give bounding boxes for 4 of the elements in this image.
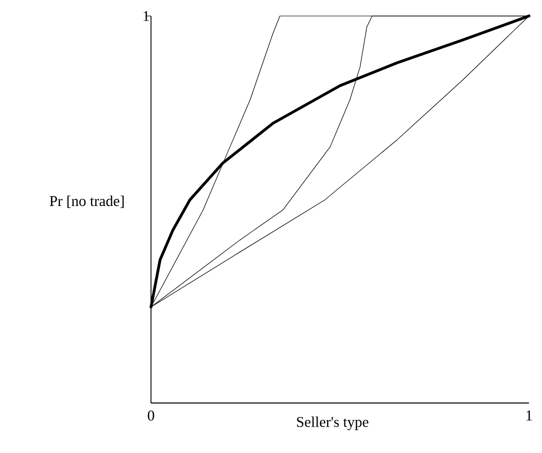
- text: 1: [144, 11, 149, 21]
- x-axis-title: Seller's type: [297, 416, 368, 430]
- x-tick-label: 0: [148, 410, 154, 421]
- y-axis-title: Pr [no trade]: [50, 196, 124, 208]
